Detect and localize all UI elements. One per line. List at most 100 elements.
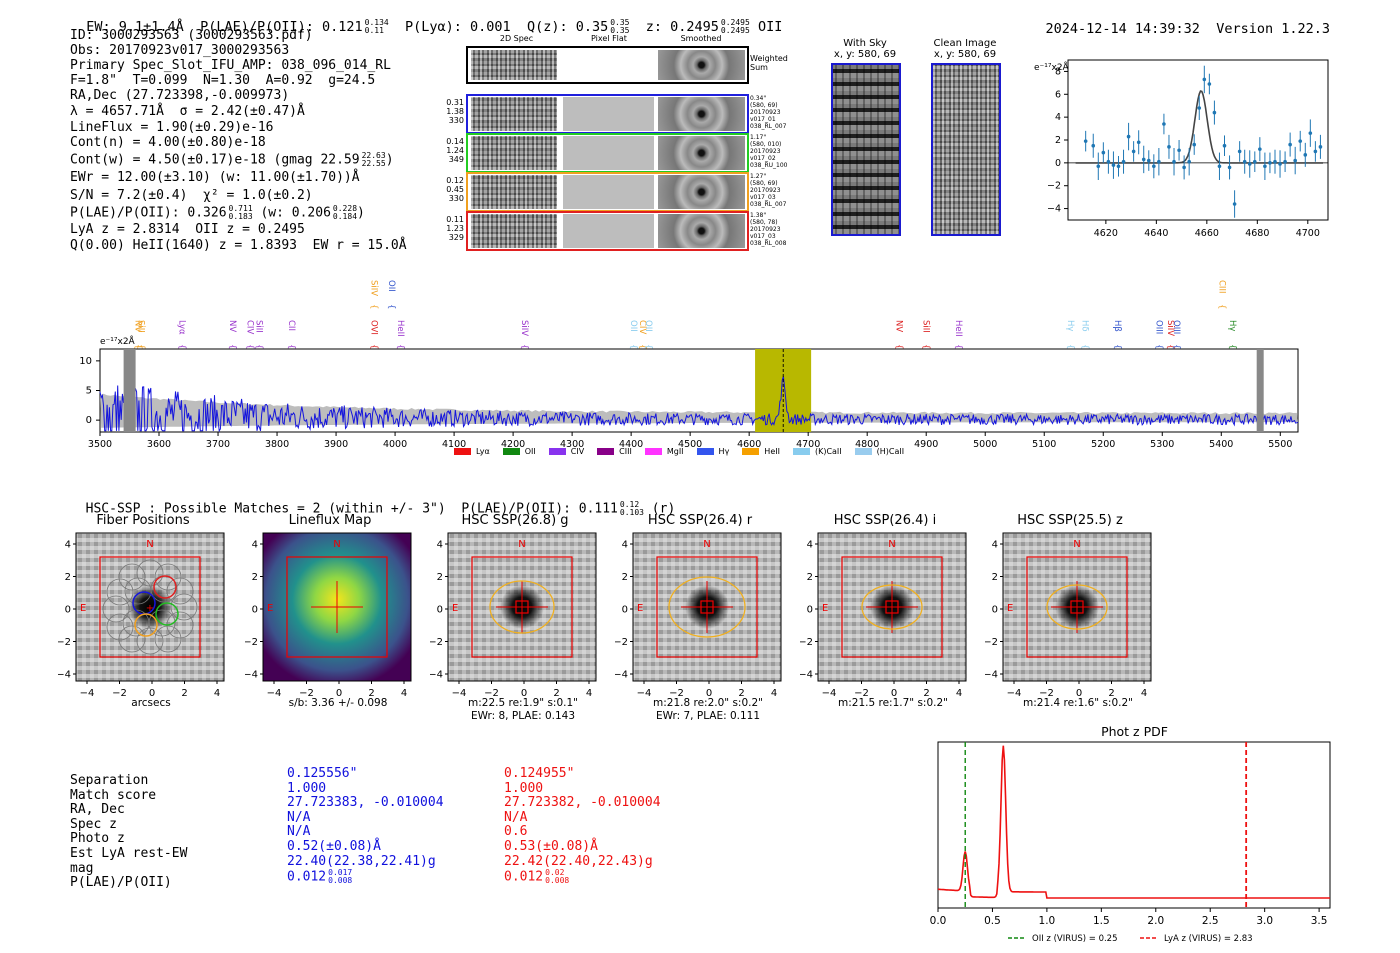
info-params: F=1.8" T=0.099 N=1.30 A=0.92 g=24.5: [70, 73, 376, 88]
spectrum-x-tick-label: 5100: [1032, 439, 1056, 450]
fiber-weights: 0.12 0.45 330: [434, 176, 464, 203]
fiber-weight-value: 0.14: [446, 137, 464, 146]
zoom-x-tick-label: 4680: [1245, 228, 1269, 237]
legend-label: OII: [524, 447, 536, 456]
zoom-x-tick-label: 4620: [1094, 228, 1118, 237]
fiber-circle: [154, 625, 182, 653]
zoom-data-point: [1187, 159, 1191, 164]
zoom-data-point: [1136, 140, 1141, 145]
fiber-note-line: (580, 69): [750, 180, 778, 187]
fiber-note-line: 20170923: [750, 226, 781, 233]
spectrum-x-tick-label: 5400: [1209, 439, 1233, 450]
fiber-weight-value: 330: [448, 116, 464, 125]
cutout-y-tick-label: 0: [252, 605, 258, 616]
fiber-note-line: v017_03: [750, 194, 776, 201]
cutout-x-tick-label: −4: [637, 688, 652, 699]
fiber-notes: 1.27" (580, 69) 20170923 v017_03 038_RL_007: [750, 173, 800, 208]
fiber-weight-value: 329: [448, 233, 464, 242]
aperture-box: [656, 556, 758, 658]
legend-swatch: [597, 448, 615, 455]
info-contw-lo: 22.55: [361, 159, 386, 168]
spectral-line-label: NV: [227, 320, 237, 332]
compass-east: E: [1007, 603, 1013, 614]
spectral-line-bracket-icon: {: [1217, 304, 1227, 309]
clean-image-label: Clean Image: [933, 38, 997, 49]
zoom-y-tick-label: 2: [1055, 135, 1061, 146]
spectral-line-bracket-icon: {: [245, 344, 255, 349]
cutout-y-tick-label: 2: [992, 572, 998, 583]
fiber-row: [466, 172, 749, 212]
fiber-weight-value: 0.12: [446, 176, 464, 185]
legend-swatch: [854, 448, 872, 455]
compass-east: E: [822, 603, 828, 614]
cutout-x-tick-label: 2: [923, 688, 929, 699]
cutout-x-tick-label: 2: [1108, 688, 1114, 699]
header-qz-hi: 0.35: [610, 18, 630, 27]
aperture-box: [1026, 556, 1128, 658]
photz-x-ticks: 0.0 0.5 1.0 1.5 2.0 2.5 3.0 3.5: [930, 908, 1327, 927]
fiber-weight-value: 349: [448, 155, 464, 164]
zoom-data-point: [1111, 163, 1116, 167]
legend-item: CIV: [548, 447, 584, 456]
zoom-data-point: [1232, 202, 1237, 206]
col-smoothed: Smoothed: [680, 34, 722, 43]
spectral-line-bracket-icon: {: [132, 344, 142, 349]
cutout-y-tick-label: 2: [65, 572, 71, 583]
match-plae: 0.012: [504, 869, 544, 885]
legend-swatch: [742, 448, 760, 455]
with-sky-image: [831, 63, 901, 236]
spectrum-mask-left: [123, 349, 136, 432]
spectral-line-label: SiII: [253, 320, 263, 333]
zoom-y-tick-label: 6: [1055, 89, 1061, 100]
cutout-x-tick-label: 2: [181, 688, 187, 699]
zoom-data-point: [1106, 159, 1111, 164]
spectrum-x-tick-label: 4300: [560, 439, 584, 450]
fiber-circle-orange: [134, 613, 158, 637]
fiber-weights: 0.14 1.24 349: [434, 137, 464, 164]
spectrum-x-tick-label: 5000: [973, 439, 997, 450]
fiber-row: [466, 94, 749, 134]
fiber-note-line: 1.27": [750, 173, 767, 180]
spectral-line-bracket-icon: {: [920, 344, 930, 349]
match-value: 0.52(±0.08)Å: [287, 838, 381, 854]
zoom-data-point: [1298, 139, 1303, 143]
legend-item: (K)CaII: [792, 447, 842, 456]
info-id: ID: 3000293563 (3000293563.pdf): [70, 28, 313, 43]
legend-item: Hγ: [696, 447, 730, 456]
compass-north: N: [518, 539, 525, 550]
header-z-lo: 0.2495: [720, 26, 750, 35]
weighted-sum-row: [466, 46, 749, 84]
cutout-x-tick-label: 2: [738, 688, 744, 699]
zoom-data-point: [1177, 148, 1181, 153]
zoom-gaussian-fit: [1075, 90, 1323, 164]
zoom-data-point: [1303, 153, 1308, 157]
fiber-notes: 1.17" (580, 010) 20170923 v017_02 038_RU_100: [750, 134, 800, 169]
cutout-title: Lineflux Map: [288, 513, 372, 528]
cutout-x-tick-label: 4: [401, 688, 407, 699]
spectrum-x-tick-label: 3600: [147, 439, 171, 450]
cutout-y-tick-label: −2: [58, 637, 71, 648]
legend-item: CIII: [597, 447, 632, 456]
legend-item: MgII: [644, 447, 684, 456]
spectral-line-label: CIII: [1217, 280, 1227, 293]
legend-label: Hγ: [718, 447, 730, 456]
photz-frame: [937, 741, 1331, 909]
fiber-note-line: 038_RU_100: [750, 162, 788, 169]
zoom-data-point: [1227, 165, 1232, 170]
cutout-x-tick-label: 2: [553, 688, 559, 699]
fiber-circle: [106, 578, 134, 606]
legend-label: (H)CaII: [876, 447, 905, 456]
fiber-note-line: v017_01: [750, 116, 776, 123]
fiber-note-line: 20170923: [750, 148, 781, 155]
match-2-values: 0.124955" 1.000 27.723382, -0.010004 N/A 0.6…: [504, 766, 661, 885]
fiber-note-line: (580, 010): [750, 141, 782, 148]
cutout-caption: arcsecs: [131, 697, 171, 709]
photz-legend: OII z (VIRUS) = 0.25 LyA z (VIRUS) = 2.83: [1008, 934, 1253, 944]
fiber-note-line: 1.17": [750, 134, 767, 141]
spectral-line-bracket-icon: {: [1065, 344, 1075, 349]
spectral-line-bracket-icon: {: [227, 344, 237, 349]
spectral-line-bracket-icon: {: [637, 344, 647, 349]
spectral-line-label: Hδ: [1080, 320, 1090, 332]
spectral-line-label: NV: [894, 320, 904, 332]
fiber-weight-value: 1.23: [446, 224, 464, 233]
